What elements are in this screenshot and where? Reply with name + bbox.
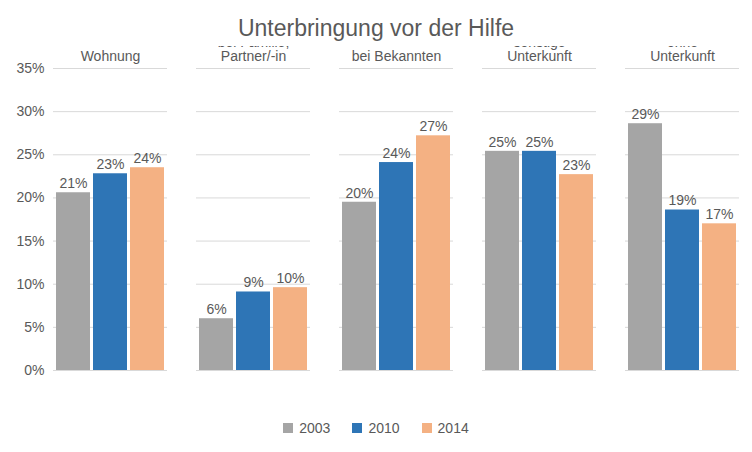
- svg-text:0%: 0%: [24, 362, 44, 378]
- svg-text:30%: 30%: [16, 103, 44, 119]
- svg-text:21%: 21%: [59, 175, 87, 191]
- svg-text:5%: 5%: [24, 319, 44, 335]
- svg-text:20%: 20%: [16, 189, 44, 205]
- svg-text:25%: 25%: [488, 134, 516, 150]
- svg-text:24%: 24%: [133, 150, 161, 166]
- svg-text:10%: 10%: [276, 270, 304, 286]
- svg-text:35%: 35%: [16, 60, 44, 76]
- svg-text:25%: 25%: [525, 134, 553, 150]
- html-text:2010: 2010: [368, 420, 400, 436]
- svg-text:24%: 24%: [382, 145, 410, 161]
- svg-text:20%: 20%: [345, 185, 373, 201]
- html-text:2014: 2014: [437, 420, 469, 436]
- svg-text:10%: 10%: [16, 276, 44, 292]
- svg-text:sonstigeUnterkunft: sonstigeUnterkunft: [507, 46, 572, 64]
- svg-text:29%: 29%: [631, 106, 659, 122]
- svg-text:bei Familie,Partner/-in: bei Familie,Partner/-in: [218, 46, 290, 64]
- svg-text:Wohnung: Wohnung: [81, 48, 141, 64]
- svg-text:19%: 19%: [668, 192, 696, 208]
- svg-text:27%: 27%: [419, 118, 447, 134]
- svg-text:6%: 6%: [206, 301, 226, 317]
- svg-text:17%: 17%: [705, 206, 733, 222]
- html-text:2003: 2003: [299, 420, 331, 436]
- html-text:Unterbringung vor der Hilfe: Unterbringung vor der Hilfe: [237, 15, 515, 41]
- svg-text:23%: 23%: [96, 156, 124, 172]
- svg-text:bei Bekannten: bei Bekannten: [352, 48, 442, 64]
- svg-text:ohneUnterkunft: ohneUnterkunft: [650, 46, 715, 64]
- svg-text:15%: 15%: [16, 233, 44, 249]
- svg-text:23%: 23%: [562, 157, 590, 173]
- svg-text:25%: 25%: [16, 146, 44, 162]
- svg-text:9%: 9%: [243, 274, 263, 290]
